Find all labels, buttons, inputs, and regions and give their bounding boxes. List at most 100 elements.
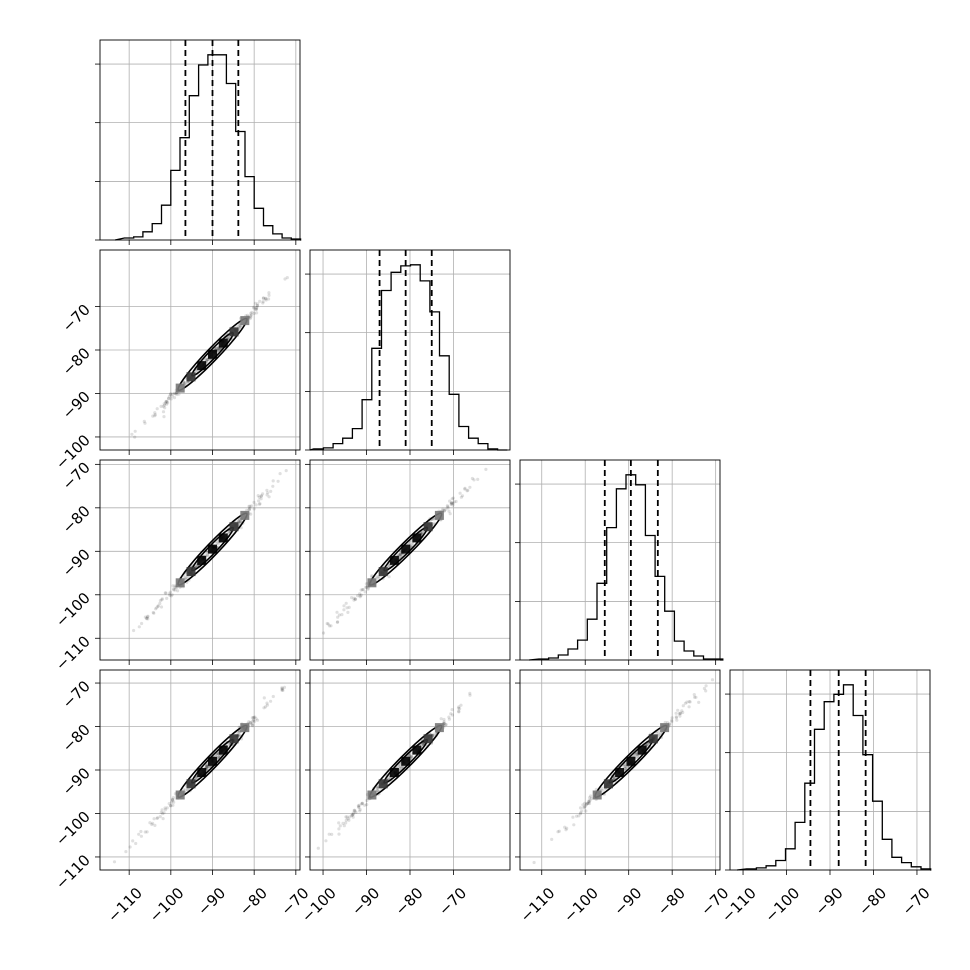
y-tick-label: −80 xyxy=(59,721,94,756)
sample-point xyxy=(677,712,681,716)
sample-point xyxy=(674,716,679,720)
density-block xyxy=(389,555,399,565)
sample-point xyxy=(156,604,160,608)
sample-point xyxy=(575,814,579,818)
sample-point xyxy=(215,541,219,545)
sample-point xyxy=(252,311,256,316)
sample-point xyxy=(676,708,680,712)
sample-point xyxy=(205,765,209,769)
sample-point xyxy=(463,487,467,491)
y-tick-label: −70 xyxy=(59,677,94,712)
sample-point xyxy=(226,530,230,535)
sample-point xyxy=(579,811,583,815)
panel-frame xyxy=(99,459,301,661)
sample-point xyxy=(459,703,463,707)
sample-point xyxy=(351,815,355,819)
sample-point xyxy=(463,486,467,490)
density-block xyxy=(240,510,250,520)
sample-point xyxy=(247,720,251,724)
sample-point xyxy=(353,597,357,601)
sample-point xyxy=(335,610,339,614)
sample-point xyxy=(375,575,379,579)
sample-point xyxy=(248,316,252,321)
sample-point xyxy=(344,821,348,825)
sample-point xyxy=(257,499,261,503)
sample-point xyxy=(252,305,256,309)
density-block xyxy=(367,790,377,800)
sample-point xyxy=(710,678,715,682)
sample-point xyxy=(162,403,167,407)
panel-frame xyxy=(309,669,511,871)
sample-point xyxy=(216,348,220,352)
sample-point xyxy=(255,311,259,315)
sample-point xyxy=(159,605,164,609)
sample-point xyxy=(350,814,354,818)
sample-point xyxy=(237,324,241,328)
sample-point xyxy=(450,497,454,501)
sample-point xyxy=(337,827,341,831)
sample-point xyxy=(583,804,587,808)
sample-point xyxy=(622,764,626,769)
panel-frame xyxy=(309,249,511,451)
sample-point xyxy=(583,801,587,806)
sample-point xyxy=(674,715,679,719)
sample-point xyxy=(687,700,691,704)
sample-point xyxy=(633,752,638,757)
sample-point xyxy=(678,711,682,715)
sample-point xyxy=(128,845,132,849)
sample-point xyxy=(360,588,365,592)
density-block xyxy=(186,372,196,382)
sample-point xyxy=(153,823,157,828)
sample-point xyxy=(251,719,255,723)
sample-point xyxy=(353,597,358,601)
density-block xyxy=(208,756,217,766)
sample-point xyxy=(164,400,168,404)
sample-point xyxy=(704,684,708,688)
sample-point xyxy=(351,811,355,815)
sample-point xyxy=(278,472,282,476)
density-block xyxy=(367,578,377,588)
sample-point xyxy=(261,301,265,305)
sample-point xyxy=(284,469,288,473)
sample-point xyxy=(472,478,476,482)
sample-point xyxy=(446,505,450,509)
sample-point xyxy=(582,806,586,810)
histogram-3 xyxy=(737,684,932,871)
sample-point xyxy=(171,392,175,396)
sample-point xyxy=(155,606,159,610)
sample-point xyxy=(449,502,453,507)
sample-point xyxy=(218,754,222,758)
sample-point xyxy=(216,542,220,546)
sample-point xyxy=(557,829,561,833)
sample-point xyxy=(280,686,284,690)
sample-point xyxy=(146,615,150,619)
sample-point xyxy=(324,839,328,843)
sample-point xyxy=(441,507,445,511)
sample-point xyxy=(342,608,346,612)
sample-point xyxy=(572,823,576,827)
sample-point xyxy=(357,805,361,810)
sample-point xyxy=(407,753,412,758)
sample-point xyxy=(624,765,628,769)
sample-point xyxy=(359,593,363,597)
sample-point xyxy=(326,622,330,626)
sample-point xyxy=(353,809,357,814)
sample-point xyxy=(169,594,173,598)
density-block xyxy=(412,745,422,755)
sample-point xyxy=(267,293,271,297)
sample-point xyxy=(171,803,175,807)
sample-point xyxy=(352,598,356,602)
sample-point xyxy=(175,392,179,397)
histogram-2 xyxy=(529,474,724,661)
sample-point xyxy=(158,815,162,819)
x-tick-label: −110 xyxy=(517,884,559,926)
sample-point xyxy=(259,494,263,498)
sample-point xyxy=(571,815,575,819)
sample-point xyxy=(358,594,362,598)
x-tick-label: −90 xyxy=(348,884,383,919)
sample-point xyxy=(261,296,265,300)
sample-point xyxy=(458,707,462,711)
panel-frame xyxy=(729,669,931,871)
sample-point xyxy=(344,818,348,822)
density-block xyxy=(401,756,411,766)
